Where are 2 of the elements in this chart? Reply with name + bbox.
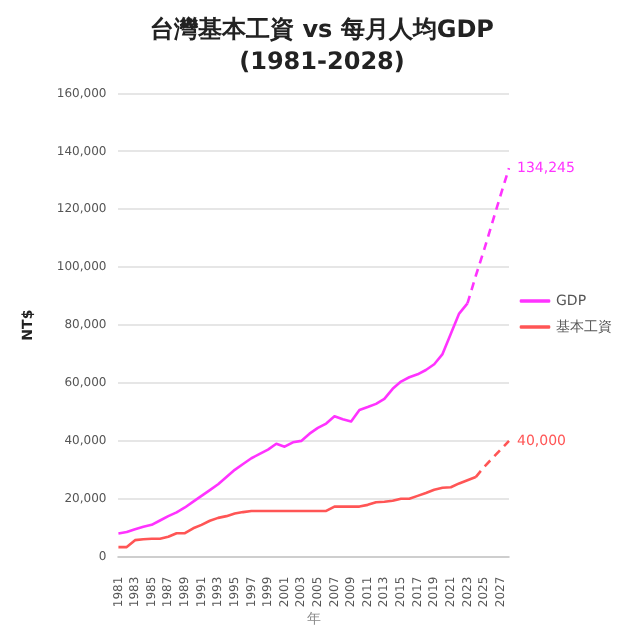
chart-title: 台灣基本工資 vs 每月人均GDP [150,14,495,43]
chart-subtitle: (1981-2028) [239,47,405,76]
